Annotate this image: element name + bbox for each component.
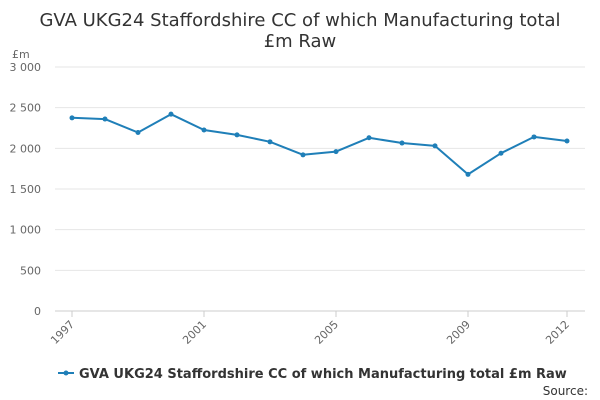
x-tick-label-1997: 1997	[48, 318, 77, 347]
data-point-2009	[465, 171, 471, 177]
y-tick-label-1000: 1 000	[10, 224, 42, 237]
data-point-2006	[366, 135, 372, 141]
series-group	[69, 111, 570, 177]
x-tick-label-2001: 2001	[180, 318, 209, 347]
y-tick-label-2500: 2 500	[10, 102, 42, 115]
data-point-2000	[168, 111, 174, 117]
y-tick-label-2000: 2 000	[10, 142, 42, 155]
data-point-2010	[498, 150, 504, 156]
y-axis-ticks: 0 500 1 000 1 500 2 000 2 500 3 000	[10, 61, 42, 318]
gridlines	[55, 66, 585, 312]
data-point-2002	[234, 132, 240, 138]
data-point-2008	[432, 143, 438, 149]
chart-title-line-2: £m Raw	[264, 31, 337, 52]
series-line-0	[71, 113, 568, 176]
y-tick-label-1500: 1 500	[10, 183, 42, 196]
data-point-2005	[333, 149, 339, 155]
data-point-2011	[531, 134, 537, 140]
data-point-2007	[399, 140, 405, 146]
data-point-1998	[102, 116, 108, 122]
y-tick-label-3000: 3 000	[10, 61, 42, 74]
y-tick-label-500: 500	[20, 264, 41, 277]
y-tick-label-0: 0	[34, 305, 41, 318]
data-point-1997	[69, 115, 75, 121]
legend-entry-label: GVA UKG24 Staffordshire CC of which Manu…	[79, 367, 567, 382]
data-point-2012	[564, 138, 570, 144]
x-tick-label-2012: 2012	[543, 318, 572, 347]
legend: GVA UKG24 Staffordshire CC of which Manu…	[58, 367, 567, 382]
chart-title-line-1: GVA UKG24 Staffordshire CC of which Manu…	[39, 10, 560, 31]
legend-marker-swatch	[63, 370, 69, 376]
data-point-2004	[300, 152, 306, 158]
data-point-2003	[267, 139, 273, 145]
source-label: Source:	[543, 384, 588, 398]
y-axis-unit-label: £m	[12, 48, 30, 61]
x-tick-label-2009: 2009	[444, 318, 473, 347]
x-tick-label-2005: 2005	[312, 318, 341, 347]
x-axis-ticks: 1997 2001 2005 2009 2012	[48, 311, 572, 347]
data-point-2001	[201, 127, 207, 133]
data-point-1999	[135, 129, 141, 135]
